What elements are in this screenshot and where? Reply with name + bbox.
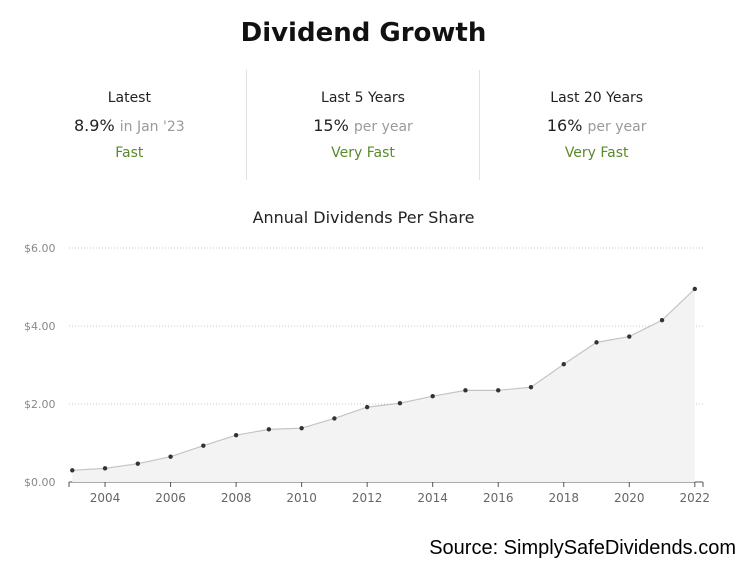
dividend-chart: $0.00 $2.00 $4.00 $6.00 2004 2006 2008 2010 201… xyxy=(24,242,710,505)
stat-sub: in Jan '23 xyxy=(119,119,185,135)
x-tick-label: 2010 xyxy=(286,491,317,505)
x-axis-ticks: 2004 2006 2008 2010 2012 2014 2016 2018 2020 2022 xyxy=(90,482,710,505)
x-tick-label: 2006 xyxy=(155,491,186,505)
data-point xyxy=(561,362,566,367)
data-point xyxy=(528,385,534,390)
data-point xyxy=(233,433,239,438)
data-point xyxy=(692,286,698,292)
chart-points xyxy=(70,286,698,473)
x-tick-label: 2014 xyxy=(417,491,448,505)
y-tick-label: $2.00 xyxy=(24,398,56,411)
data-point xyxy=(627,334,632,339)
data-point xyxy=(135,461,141,466)
data-point xyxy=(594,340,599,345)
stat-value: 8.9% xyxy=(74,116,115,135)
data-point xyxy=(201,443,206,448)
stat-value: 16% xyxy=(546,116,583,135)
stat-last-5-years: Last 5 Years 15% per year Very Fast xyxy=(247,70,481,180)
stat-label: Latest xyxy=(107,90,151,106)
y-axis-ticks: $0.00 $2.00 $4.00 $6.00 xyxy=(24,242,56,489)
x-tick-label: 2022 xyxy=(680,491,711,505)
data-point xyxy=(168,454,173,459)
x-tick-label: 2012 xyxy=(352,491,383,505)
data-point xyxy=(266,427,272,432)
data-point xyxy=(102,466,108,471)
x-tick-label: 2004 xyxy=(90,491,121,505)
stat-value: 15% xyxy=(313,116,349,135)
stat-rating: Fast xyxy=(115,145,144,161)
x-tick-label: 2020 xyxy=(614,491,645,505)
data-point xyxy=(430,394,435,399)
data-point xyxy=(463,388,468,393)
area-fill xyxy=(72,288,695,482)
data-point xyxy=(332,416,337,421)
stat-label: Last 5 Years xyxy=(321,90,405,106)
page-title: Dividend Growth xyxy=(240,18,487,48)
data-point xyxy=(496,388,501,393)
series-line xyxy=(72,288,696,471)
data-point xyxy=(299,425,304,431)
y-tick-label: $4.00 xyxy=(24,320,56,333)
stat-sub: per year xyxy=(353,119,413,135)
y-tick-label: $0.00 xyxy=(24,476,56,489)
chart-area xyxy=(72,288,696,482)
data-point xyxy=(397,401,403,406)
data-point xyxy=(364,404,370,410)
stats-panel: Latest 8.9% in Jan '23 Fast Last 5 Years… xyxy=(13,70,713,180)
x-tick-label: 2008 xyxy=(221,491,252,505)
stat-rating: Very Fast xyxy=(331,145,395,161)
stat-sub: per year xyxy=(587,119,647,135)
chart-title: Annual Dividends Per Share xyxy=(252,208,475,227)
stat-label: Last 20 Years xyxy=(550,90,644,106)
x-tick-label: 2018 xyxy=(548,491,579,505)
x-tick-label: 2016 xyxy=(483,491,514,505)
data-point xyxy=(70,468,75,473)
stat-latest: Latest 8.9% in Jan '23 Fast xyxy=(13,70,247,180)
y-tick-label: $6.00 xyxy=(24,242,56,255)
stat-rating: Very Fast xyxy=(564,145,629,161)
stat-last-20-years: Last 20 Years 16% per year Very Fast xyxy=(480,70,713,180)
data-point xyxy=(659,317,665,323)
source-credit: Source: SimplySafeDividends.com xyxy=(429,537,736,559)
